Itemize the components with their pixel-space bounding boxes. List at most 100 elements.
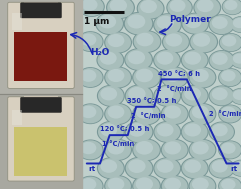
Circle shape: [106, 0, 135, 19]
Circle shape: [100, 123, 117, 136]
Circle shape: [153, 13, 182, 36]
Text: rt: rt: [230, 166, 237, 172]
Circle shape: [97, 157, 125, 179]
Circle shape: [161, 175, 189, 189]
Circle shape: [219, 177, 241, 189]
Circle shape: [190, 176, 215, 189]
Circle shape: [218, 105, 241, 123]
Circle shape: [128, 51, 145, 64]
Circle shape: [157, 52, 173, 65]
Circle shape: [208, 158, 235, 179]
Circle shape: [170, 0, 186, 12]
Circle shape: [78, 68, 103, 87]
FancyBboxPatch shape: [14, 127, 67, 176]
Circle shape: [125, 157, 154, 180]
Circle shape: [161, 67, 189, 88]
Circle shape: [181, 13, 209, 35]
FancyBboxPatch shape: [12, 13, 22, 30]
Circle shape: [104, 67, 132, 88]
Circle shape: [209, 86, 234, 105]
Text: 120 °C; 0.5 h: 120 °C; 0.5 h: [100, 127, 149, 133]
Circle shape: [124, 48, 153, 71]
Circle shape: [105, 67, 131, 88]
Circle shape: [188, 67, 216, 88]
Circle shape: [161, 139, 189, 161]
Circle shape: [197, 0, 214, 12]
Circle shape: [128, 123, 146, 137]
Circle shape: [154, 50, 180, 70]
Circle shape: [219, 141, 241, 159]
Circle shape: [124, 12, 154, 35]
Circle shape: [133, 176, 160, 189]
Circle shape: [77, 31, 104, 52]
Circle shape: [218, 140, 241, 159]
Circle shape: [78, 177, 103, 189]
Circle shape: [157, 160, 174, 173]
Circle shape: [104, 139, 132, 161]
Circle shape: [125, 13, 152, 34]
Text: 2  °C/min: 2 °C/min: [209, 110, 241, 117]
FancyBboxPatch shape: [24, 2, 58, 11]
Circle shape: [79, 0, 104, 16]
Circle shape: [182, 86, 208, 106]
Circle shape: [98, 158, 124, 178]
Circle shape: [95, 12, 124, 35]
Circle shape: [82, 0, 98, 11]
Circle shape: [133, 67, 160, 88]
Circle shape: [133, 104, 160, 124]
Circle shape: [98, 86, 124, 106]
Circle shape: [181, 49, 209, 71]
Circle shape: [219, 69, 241, 86]
Circle shape: [108, 141, 124, 154]
Circle shape: [125, 121, 154, 143]
Circle shape: [209, 159, 234, 178]
FancyBboxPatch shape: [8, 97, 74, 181]
Circle shape: [231, 89, 241, 104]
Circle shape: [163, 32, 189, 52]
Circle shape: [104, 175, 132, 189]
Circle shape: [182, 158, 208, 178]
Circle shape: [78, 32, 103, 51]
Circle shape: [77, 139, 104, 160]
Circle shape: [100, 87, 117, 100]
Circle shape: [137, 0, 165, 19]
Circle shape: [212, 16, 228, 29]
Circle shape: [132, 139, 161, 161]
Circle shape: [224, 0, 237, 10]
Circle shape: [127, 15, 145, 29]
Circle shape: [134, 31, 160, 52]
Circle shape: [77, 67, 104, 88]
Circle shape: [230, 88, 241, 105]
Circle shape: [154, 14, 181, 35]
Circle shape: [193, 33, 210, 47]
Text: 450 °C; 6 h: 450 °C; 6 h: [158, 71, 200, 77]
Circle shape: [162, 140, 187, 160]
Circle shape: [80, 106, 96, 118]
Circle shape: [192, 69, 209, 82]
Circle shape: [222, 35, 236, 46]
Circle shape: [99, 15, 116, 28]
FancyBboxPatch shape: [20, 3, 61, 18]
Circle shape: [105, 33, 131, 53]
Circle shape: [110, 0, 127, 12]
Circle shape: [164, 178, 181, 189]
Circle shape: [182, 50, 208, 70]
Circle shape: [230, 52, 241, 69]
Circle shape: [193, 0, 221, 19]
Circle shape: [233, 162, 241, 172]
Circle shape: [192, 105, 209, 119]
Circle shape: [208, 122, 235, 142]
Circle shape: [220, 34, 241, 51]
Circle shape: [108, 105, 124, 119]
Text: 2  °C/min: 2 °C/min: [131, 112, 165, 119]
Circle shape: [212, 160, 228, 173]
Circle shape: [219, 105, 241, 123]
Circle shape: [128, 159, 146, 173]
Circle shape: [182, 14, 208, 34]
Circle shape: [221, 143, 235, 154]
Circle shape: [105, 176, 131, 189]
Circle shape: [218, 68, 241, 87]
Circle shape: [136, 105, 153, 119]
Text: 1 μm: 1 μm: [84, 17, 110, 26]
Circle shape: [136, 177, 153, 189]
